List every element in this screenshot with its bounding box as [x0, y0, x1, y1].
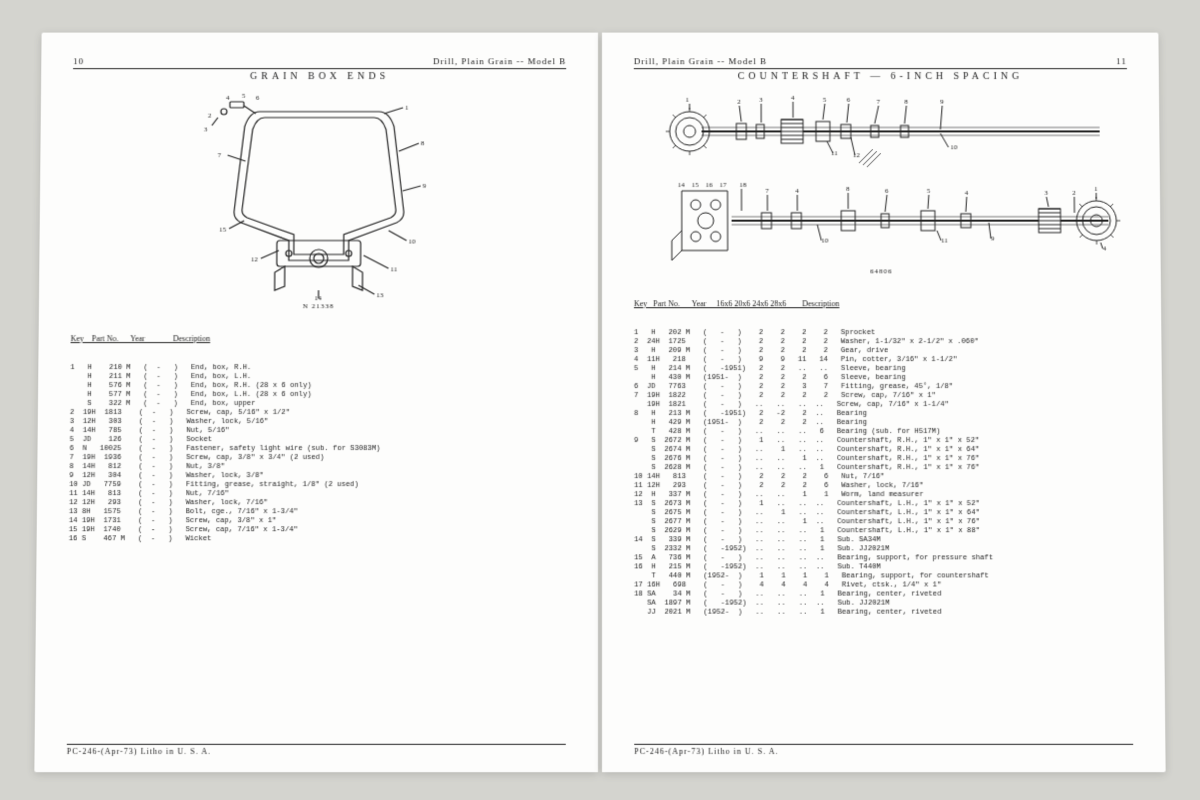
page-left: 10 Drill, Plain Grain -- Model B GRAIN B… — [34, 33, 598, 773]
svg-text:15: 15 — [219, 226, 227, 234]
table-body-left: 1 H 210 M ( - ) End, box, R.H. H 211 M (… — [69, 364, 566, 544]
page-number-right: 11 — [1116, 56, 1127, 66]
svg-text:18: 18 — [739, 181, 747, 189]
svg-text:1: 1 — [405, 104, 409, 112]
svg-text:2: 2 — [208, 112, 212, 120]
svg-text:13: 13 — [376, 291, 384, 299]
doc-title-left: Drill, Plain Grain -- Model B — [433, 56, 566, 66]
svg-text:7: 7 — [218, 151, 222, 159]
svg-text:7: 7 — [765, 187, 769, 195]
header-right: 11 Drill, Plain Grain -- Model B — [634, 56, 1127, 69]
diagram-countershaft: 1 2 3 4 5 6 7 8 9 10 11 12 — [642, 92, 1121, 275]
table-body-right: 1 H 202 M ( - ) 2 2 2 2 Sprocket 2 24H 1… — [634, 329, 1132, 618]
table-header-right: Key Part No. Year 16x6 20x6 24x6 28x6 De… — [634, 299, 1129, 309]
svg-text:2: 2 — [1072, 189, 1076, 197]
svg-text:12: 12 — [251, 255, 259, 263]
svg-text:6: 6 — [847, 96, 851, 104]
svg-text:3: 3 — [204, 125, 208, 133]
svg-text:14: 14 — [678, 181, 685, 189]
diagram-label-left: N 21338 — [189, 302, 449, 310]
header-left: 10 Drill, Plain Grain -- Model B — [73, 56, 566, 69]
svg-text:4: 4 — [226, 94, 230, 102]
page-right: 11 Drill, Plain Grain -- Model B COUNTER… — [602, 33, 1166, 773]
svg-text:6: 6 — [256, 94, 260, 102]
svg-text:1: 1 — [686, 96, 690, 104]
svg-text:5: 5 — [823, 96, 827, 104]
svg-text:1: 1 — [1094, 185, 1098, 193]
parts-table-right: Key Part No. Year 16x6 20x6 24x6 28x6 De… — [634, 281, 1132, 636]
svg-text:14: 14 — [314, 294, 322, 300]
svg-text:9: 9 — [423, 182, 427, 190]
section-title-left: GRAIN BOX ENDS — [73, 71, 566, 82]
svg-text:7: 7 — [877, 98, 881, 106]
page-number-left: 10 — [73, 56, 84, 66]
svg-text:10: 10 — [821, 237, 829, 245]
svg-text:4: 4 — [791, 94, 795, 102]
svg-text:11: 11 — [390, 265, 397, 273]
section-title-right: COUNTERSHAFT — 6-INCH SPACING — [634, 71, 1127, 82]
book-spread: 10 Drill, Plain Grain -- Model B GRAIN B… — [34, 33, 1165, 773]
doc-title-right: Drill, Plain Grain -- Model B — [634, 56, 767, 66]
svg-text:4: 4 — [1103, 244, 1107, 252]
diagram-label-right: 64806 — [642, 267, 1121, 275]
svg-text:16: 16 — [706, 181, 713, 189]
svg-text:8: 8 — [421, 139, 425, 147]
svg-text:8: 8 — [846, 185, 850, 193]
svg-text:10: 10 — [950, 143, 958, 151]
svg-text:5: 5 — [927, 187, 931, 195]
svg-text:9: 9 — [940, 98, 944, 106]
svg-text:8: 8 — [904, 98, 908, 106]
svg-text:9: 9 — [991, 235, 995, 243]
svg-text:17: 17 — [720, 181, 727, 189]
table-header-left: Key Part No. Year Description — [71, 334, 567, 344]
diagram-grain-box: 8 9 10 11 13 14 12 15 7 4 5 6 2 3 1 N 21… — [189, 92, 449, 310]
svg-text:6: 6 — [885, 187, 889, 195]
svg-text:4: 4 — [795, 187, 799, 195]
svg-text:10: 10 — [409, 238, 417, 246]
svg-text:5: 5 — [242, 92, 246, 100]
svg-text:2: 2 — [737, 98, 741, 106]
parts-table-left: Key Part No. Year Description 1 H 210 M … — [68, 316, 566, 562]
footer-right: PC-246-(Apr-73) Litho in U. S. A. — [634, 744, 1133, 756]
svg-text:15: 15 — [692, 181, 699, 189]
svg-text:4: 4 — [965, 189, 969, 197]
svg-text:11: 11 — [941, 237, 948, 245]
footer-left: PC-246-(Apr-73) Litho in U. S. A. — [67, 744, 566, 756]
svg-text:3: 3 — [759, 96, 763, 104]
svg-text:3: 3 — [1044, 189, 1048, 197]
